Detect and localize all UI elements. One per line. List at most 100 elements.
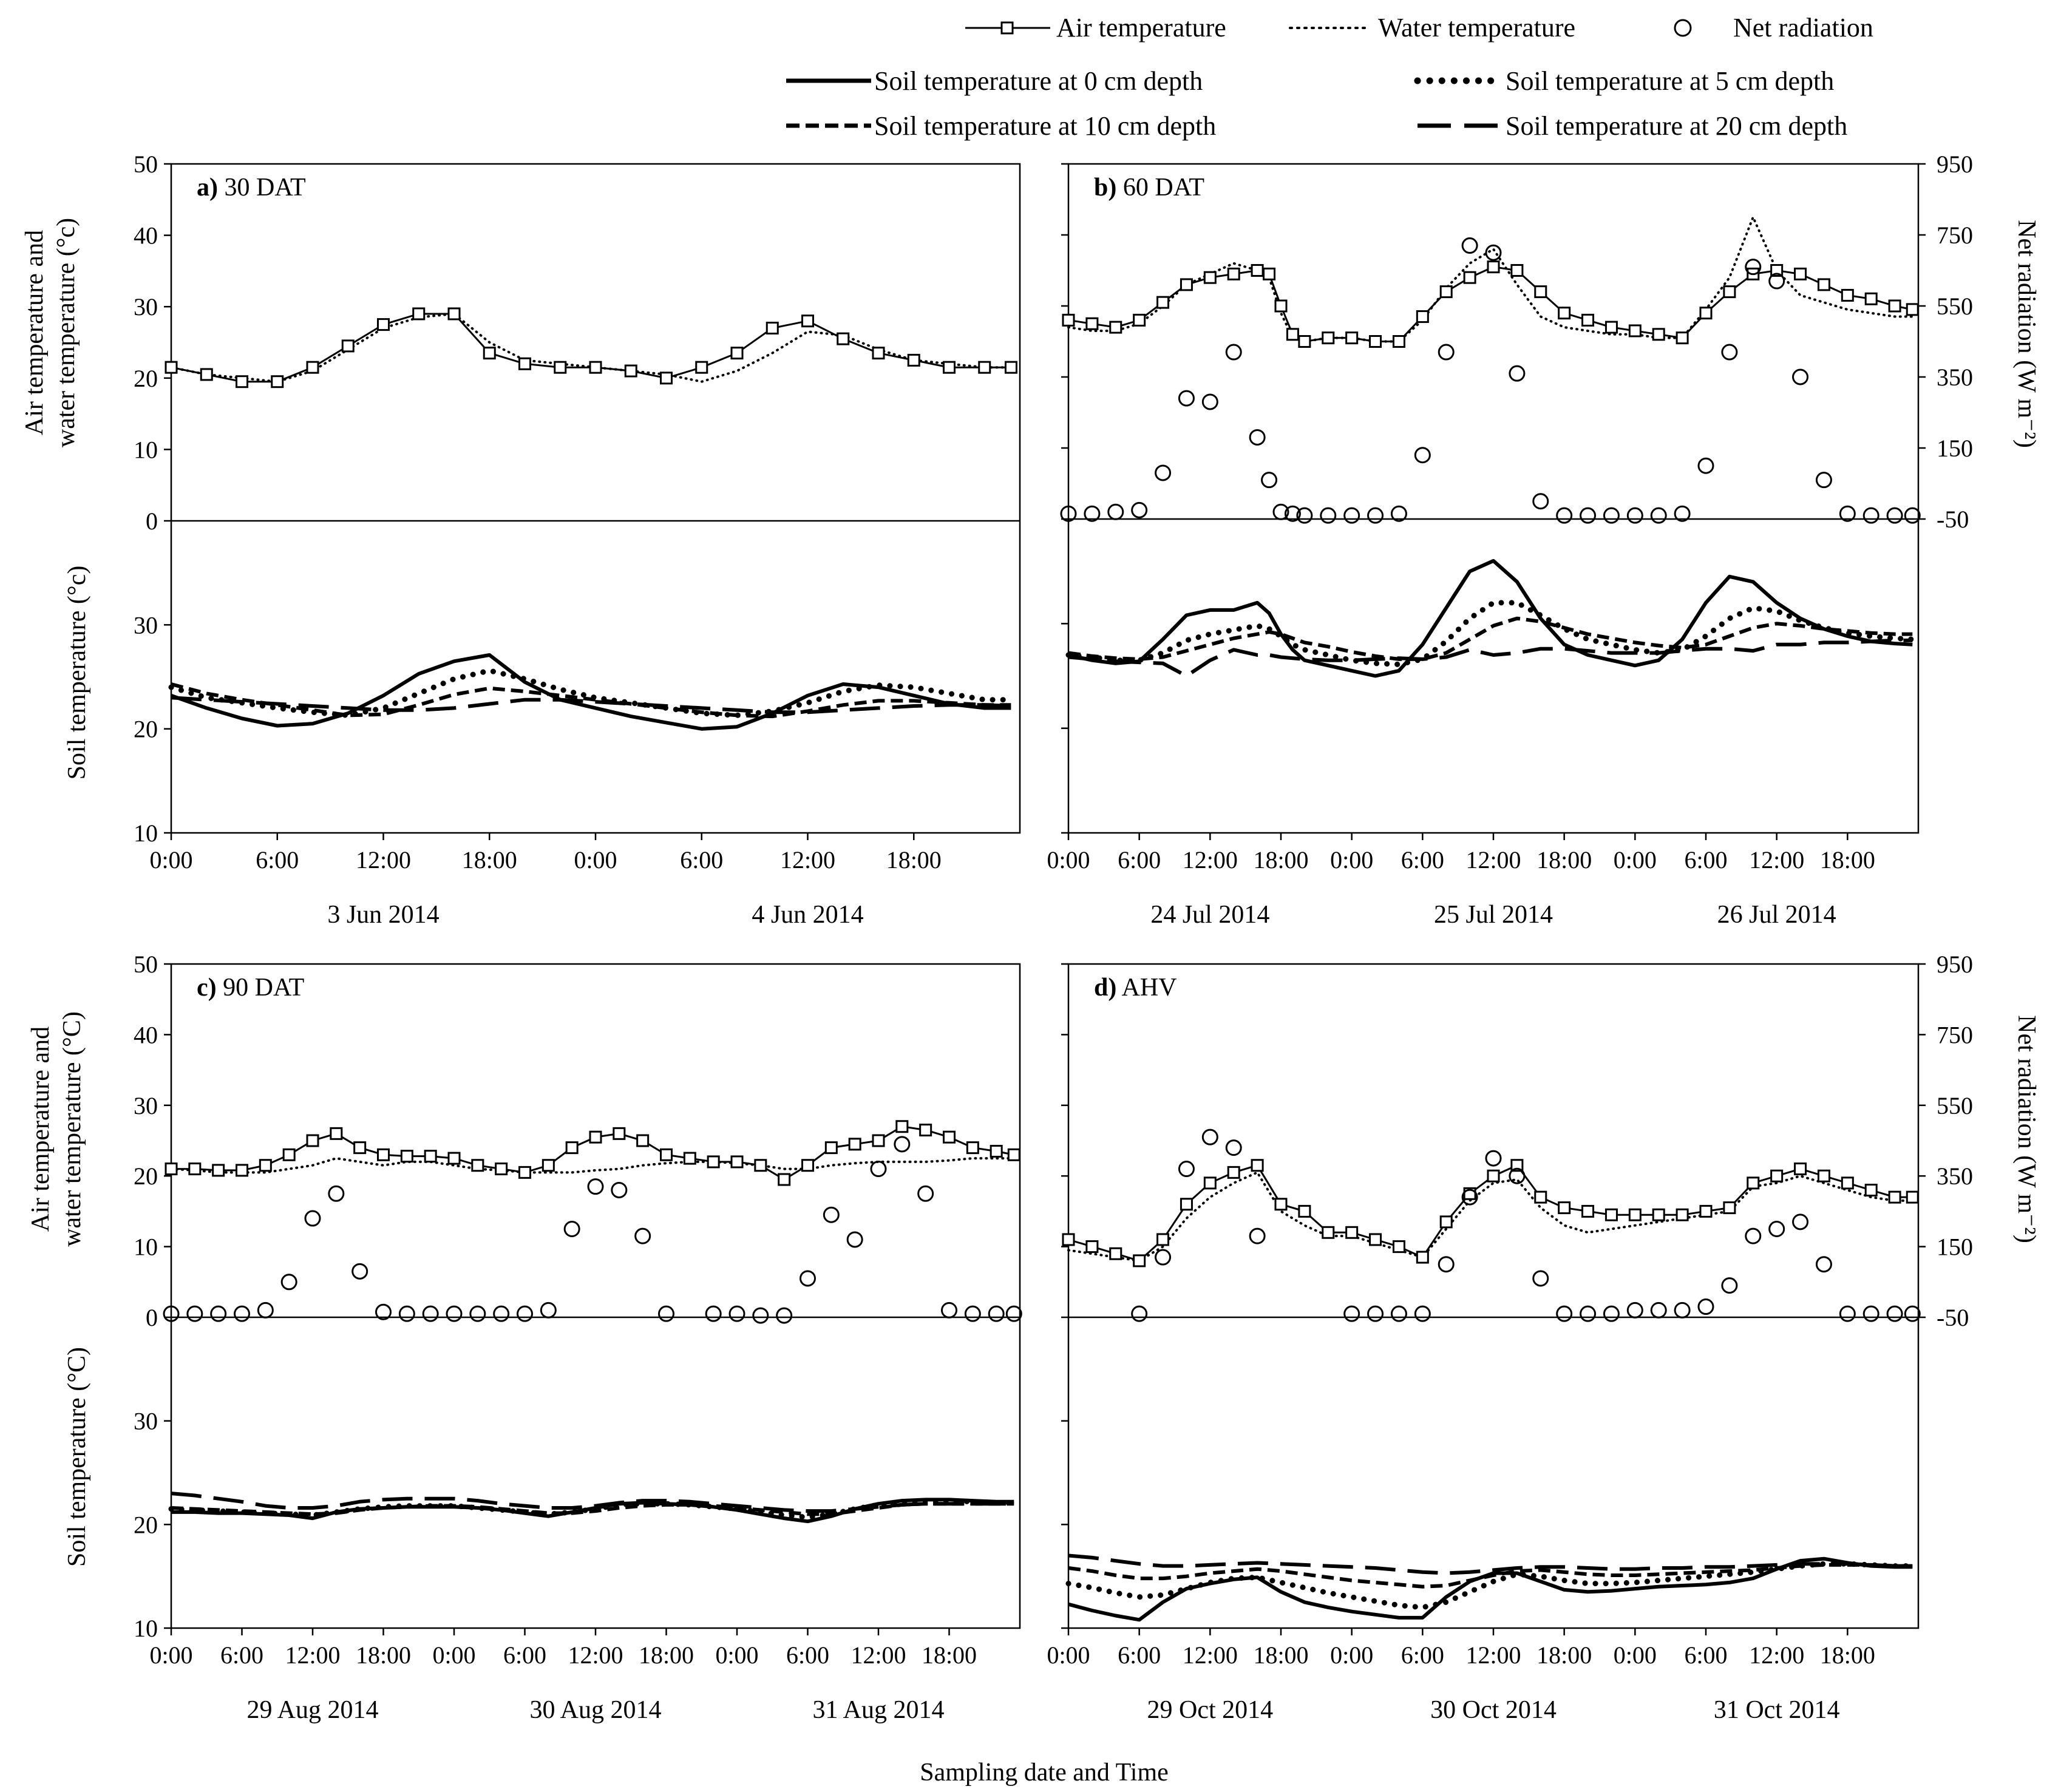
x-tick-label: 18:00 <box>1536 1641 1592 1669</box>
air-point <box>1676 331 1689 345</box>
rad-point <box>941 1302 957 1319</box>
air-point <box>1263 267 1276 280</box>
rad-point <box>1414 1305 1431 1322</box>
rad-point <box>1580 1305 1597 1322</box>
rad-point <box>587 1178 604 1195</box>
air-point <box>542 1159 555 1172</box>
rad-point <box>517 1305 533 1322</box>
x-tick-label: 0:00 <box>149 846 192 874</box>
air-point <box>1203 1176 1217 1190</box>
rad-point <box>1745 259 1762 276</box>
rad-point <box>1201 1128 1218 1145</box>
rad-point <box>1556 507 1573 524</box>
air-point <box>1510 1159 1524 1172</box>
rad-point <box>1815 1256 1832 1273</box>
air-point <box>1770 264 1784 277</box>
rad-point <box>634 1227 651 1244</box>
air-point <box>660 372 673 385</box>
series-air <box>1068 266 1913 343</box>
rad-point <box>1272 503 1289 520</box>
x-tick-label: 0:00 <box>1047 1641 1090 1669</box>
rad-point <box>1225 344 1242 361</box>
air-point <box>1817 1169 1830 1183</box>
panel-title-letter: c) <box>197 974 217 1002</box>
air-point <box>1322 1226 1335 1239</box>
air-point <box>1286 328 1299 341</box>
day-label: 24 Jul 2014 <box>1150 901 1269 929</box>
rad-point <box>1626 1302 1643 1319</box>
air-point <box>1652 1208 1665 1221</box>
legend-soil20: Soil temperature at 20 cm depth <box>1418 111 1847 141</box>
air-point <box>1156 296 1170 309</box>
series-water <box>1067 1170 1914 1262</box>
rad-point <box>894 1136 911 1153</box>
x-tick-label: 6:00 <box>256 846 299 874</box>
legend-water-label: Water temperature <box>1378 13 1575 42</box>
panel-title-text: AHV <box>1116 974 1177 1002</box>
rad-point <box>1768 1221 1785 1237</box>
rad-point <box>1509 365 1526 382</box>
air-point <box>1298 1204 1311 1218</box>
rad-point <box>1532 1270 1549 1287</box>
air-point <box>695 361 708 374</box>
series-soil5 <box>1065 600 1915 667</box>
air-point <box>353 1141 367 1155</box>
rad-point <box>1343 1305 1360 1322</box>
y-tick-label: 30 <box>134 293 158 321</box>
panel-title: c) 90 DAT <box>197 974 304 1002</box>
panel-title-letter: a) <box>197 174 218 202</box>
rad-point <box>375 1303 392 1320</box>
air-point <box>424 1150 437 1163</box>
x-tick-label: 0:00 <box>149 1641 192 1669</box>
x-tick-label: 6:00 <box>1118 846 1161 874</box>
air-point <box>165 361 178 374</box>
air-point <box>1888 1190 1901 1204</box>
air-point <box>824 1141 838 1155</box>
rad-tick-label: 550 <box>1937 1092 1973 1119</box>
x-tick-label: 0:00 <box>715 1641 758 1669</box>
air-point <box>1085 1240 1099 1254</box>
air-point <box>1369 1233 1382 1246</box>
y-tick-label: 20 <box>134 365 158 392</box>
air-point <box>400 1150 413 1163</box>
rad-point <box>1390 505 1407 522</box>
rad-point <box>186 1305 203 1322</box>
air-point <box>271 375 284 389</box>
air-point <box>966 1141 979 1155</box>
day-label: 29 Aug 2014 <box>246 1696 378 1724</box>
panel-title-text: 30 DAT <box>218 174 306 202</box>
rad-point <box>422 1305 439 1322</box>
air-point <box>1864 292 1878 305</box>
rad-point <box>964 1305 981 1322</box>
rad-point <box>1603 1305 1620 1322</box>
air-point <box>1723 1201 1736 1215</box>
air-point <box>330 1127 343 1140</box>
air-point <box>282 1148 296 1161</box>
rad-point <box>1084 505 1101 522</box>
rad-point <box>1131 501 1148 518</box>
rad-point <box>1178 390 1195 407</box>
air-point <box>1416 1251 1429 1264</box>
soil-tick-label: 20 <box>134 1511 158 1538</box>
rad-point <box>163 1305 180 1322</box>
air-point <box>1298 335 1311 348</box>
air-point <box>165 1162 178 1176</box>
air-point <box>1841 1176 1854 1190</box>
series-soil20 <box>171 1492 1014 1513</box>
day-label: 3 Jun 2014 <box>327 901 439 929</box>
left-ylabel-top-cd-line2: water temperature (°C) <box>58 1011 86 1247</box>
air-point <box>1841 288 1854 302</box>
air-point <box>1510 264 1524 277</box>
air-point <box>1392 1240 1405 1254</box>
rad-point <box>988 1305 1005 1322</box>
rad-point <box>1721 344 1738 361</box>
plot-frame <box>170 963 1021 1629</box>
soil-tick-label: 30 <box>134 1408 158 1435</box>
air-point <box>1345 1226 1359 1239</box>
x-tick-label: 0:00 <box>1614 1641 1657 1669</box>
rad-point <box>1603 507 1620 524</box>
left-ylabel-top-ab: Air temperature and water temperature (°… <box>21 218 80 447</box>
x-axis-title: Sampling date and Time <box>920 1759 1169 1787</box>
rad-point <box>1650 507 1667 524</box>
